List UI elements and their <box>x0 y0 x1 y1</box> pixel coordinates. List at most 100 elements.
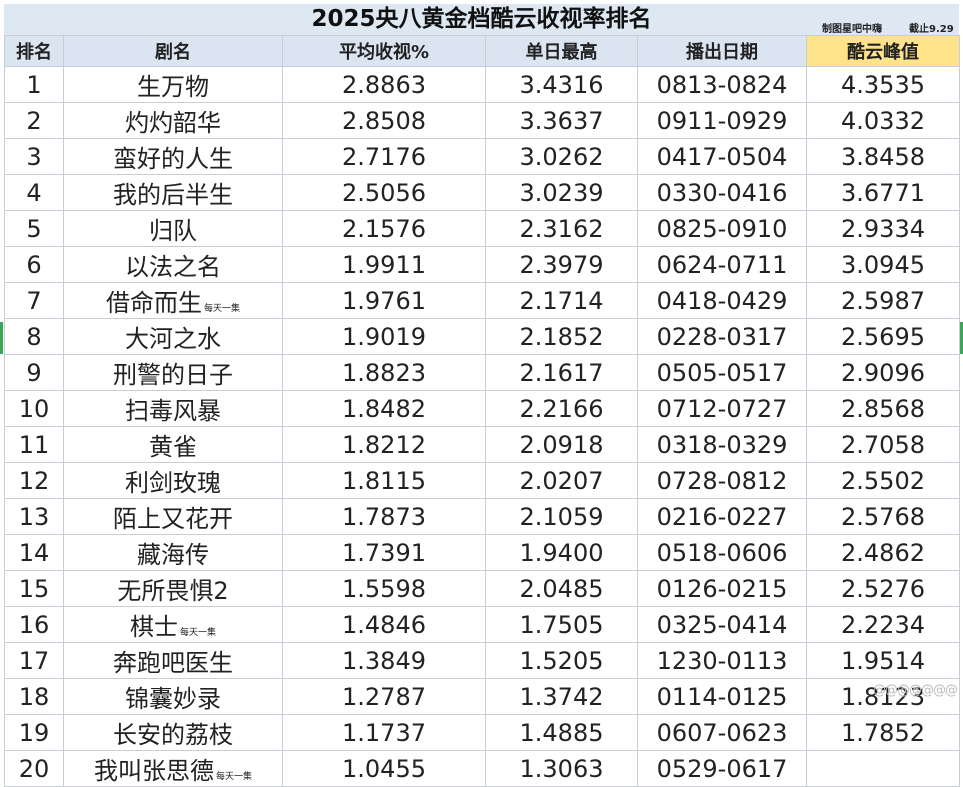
average-cell[interactable]: 1.8212 <box>282 426 486 463</box>
daily-high-cell[interactable]: 2.3979 <box>485 246 638 283</box>
daily-high-cell[interactable]: 2.1714 <box>485 282 638 319</box>
air-date-cell[interactable]: 0728-0812 <box>637 462 807 499</box>
rank-cell[interactable]: 15 <box>4 570 64 607</box>
peak-cell[interactable]: 4.3535 <box>806 66 960 103</box>
name-cell[interactable]: 无所畏惧2 <box>63 570 283 607</box>
peak-cell[interactable]: 2.7058 <box>806 426 960 463</box>
peak-cell[interactable]: 3.8458 <box>806 138 960 175</box>
air-date-cell[interactable]: 0228-0317 <box>637 318 807 355</box>
rank-cell[interactable]: 14 <box>4 534 64 571</box>
name-cell[interactable]: 以法之名 <box>63 246 283 283</box>
air-date-cell[interactable]: 0418-0429 <box>637 282 807 319</box>
air-date-cell[interactable]: 0813-0824 <box>637 66 807 103</box>
daily-high-cell[interactable]: 1.3063 <box>485 750 638 787</box>
name-cell[interactable]: 借命而生 每天一集 <box>63 282 283 319</box>
name-cell[interactable]: 大河之水 <box>63 318 283 355</box>
rank-cell[interactable]: 12 <box>4 462 64 499</box>
average-cell[interactable]: 2.1576 <box>282 210 486 247</box>
average-cell[interactable]: 1.0455 <box>282 750 486 787</box>
rank-cell[interactable]: 8 <box>4 318 64 355</box>
peak-cell[interactable]: 2.5768 <box>806 498 960 535</box>
rank-cell[interactable]: 6 <box>4 246 64 283</box>
air-date-cell[interactable]: 0505-0517 <box>637 354 807 391</box>
peak-cell[interactable]: 1.8123 <box>806 678 960 715</box>
name-cell[interactable]: 奔跑吧医生 <box>63 642 283 679</box>
name-cell[interactable]: 藏海传 <box>63 534 283 571</box>
average-cell[interactable]: 1.8823 <box>282 354 486 391</box>
peak-cell[interactable]: 2.5276 <box>806 570 960 607</box>
daily-high-cell[interactable]: 1.3742 <box>485 678 638 715</box>
peak-cell[interactable] <box>806 750 960 787</box>
daily-high-cell[interactable]: 3.0262 <box>485 138 638 175</box>
average-cell[interactable]: 1.4846 <box>282 606 486 643</box>
rank-cell[interactable]: 3 <box>4 138 64 175</box>
peak-cell[interactable]: 3.0945 <box>806 246 960 283</box>
peak-cell[interactable]: 2.2234 <box>806 606 960 643</box>
daily-high-cell[interactable]: 1.7505 <box>485 606 638 643</box>
rank-cell[interactable]: 4 <box>4 174 64 211</box>
average-cell[interactable]: 1.3849 <box>282 642 486 679</box>
name-cell[interactable]: 刑警的日子 <box>63 354 283 391</box>
name-cell[interactable]: 锦囊妙录 <box>63 678 283 715</box>
average-cell[interactable]: 1.7873 <box>282 498 486 535</box>
average-cell[interactable]: 1.9911 <box>282 246 486 283</box>
rank-cell[interactable]: 17 <box>4 642 64 679</box>
peak-cell[interactable]: 2.9096 <box>806 354 960 391</box>
peak-cell[interactable]: 2.5695 <box>806 318 960 355</box>
rank-cell[interactable]: 18 <box>4 678 64 715</box>
air-date-cell[interactable]: 0126-0215 <box>637 570 807 607</box>
name-cell[interactable]: 归队 <box>63 210 283 247</box>
daily-high-cell[interactable]: 2.1852 <box>485 318 638 355</box>
rank-cell[interactable]: 13 <box>4 498 64 535</box>
peak-cell[interactable]: 2.5987 <box>806 282 960 319</box>
air-date-cell[interactable]: 0911-0929 <box>637 102 807 139</box>
name-cell[interactable]: 长安的荔枝 <box>63 714 283 751</box>
air-date-cell[interactable]: 0624-0711 <box>637 246 807 283</box>
peak-cell[interactable]: 4.0332 <box>806 102 960 139</box>
name-cell[interactable]: 利剑玫瑰 <box>63 462 283 499</box>
name-cell[interactable]: 生万物 <box>63 66 283 103</box>
average-cell[interactable]: 2.7176 <box>282 138 486 175</box>
peak-cell[interactable]: 2.8568 <box>806 390 960 427</box>
daily-high-cell[interactable]: 2.2166 <box>485 390 638 427</box>
air-date-cell[interactable]: 0417-0504 <box>637 138 807 175</box>
air-date-cell[interactable]: 0318-0329 <box>637 426 807 463</box>
name-cell[interactable]: 扫毒风暴 <box>63 390 283 427</box>
average-cell[interactable]: 1.1737 <box>282 714 486 751</box>
daily-high-cell[interactable]: 1.5205 <box>485 642 638 679</box>
peak-cell[interactable]: 1.9514 <box>806 642 960 679</box>
rank-cell[interactable]: 1 <box>4 66 64 103</box>
daily-high-cell[interactable]: 1.4885 <box>485 714 638 751</box>
air-date-cell[interactable]: 0114-0125 <box>637 678 807 715</box>
air-date-cell[interactable]: 0216-0227 <box>637 498 807 535</box>
daily-high-cell[interactable]: 2.1059 <box>485 498 638 535</box>
peak-cell[interactable]: 2.4862 <box>806 534 960 571</box>
daily-high-cell[interactable]: 2.0207 <box>485 462 638 499</box>
average-cell[interactable]: 1.8115 <box>282 462 486 499</box>
header-name[interactable]: 剧名 <box>63 35 283 67</box>
air-date-cell[interactable]: 0529-0617 <box>637 750 807 787</box>
peak-cell[interactable]: 1.7852 <box>806 714 960 751</box>
daily-high-cell[interactable]: 3.3637 <box>485 102 638 139</box>
air-date-cell[interactable]: 0825-0910 <box>637 210 807 247</box>
daily-high-cell[interactable]: 2.0485 <box>485 570 638 607</box>
name-cell[interactable]: 陌上又花开 <box>63 498 283 535</box>
peak-cell[interactable]: 2.5502 <box>806 462 960 499</box>
daily-high-cell[interactable]: 2.0918 <box>485 426 638 463</box>
name-cell[interactable]: 灼灼韶华 <box>63 102 283 139</box>
rank-cell[interactable]: 2 <box>4 102 64 139</box>
air-date-cell[interactable]: 0330-0416 <box>637 174 807 211</box>
daily-high-cell[interactable]: 2.1617 <box>485 354 638 391</box>
header-rank[interactable]: 排名 <box>4 35 64 67</box>
daily-high-cell[interactable]: 2.3162 <box>485 210 638 247</box>
rank-cell[interactable]: 19 <box>4 714 64 751</box>
name-cell[interactable]: 我的后半生 <box>63 174 283 211</box>
header-daily-high[interactable]: 单日最高 <box>485 35 638 67</box>
daily-high-cell[interactable]: 3.0239 <box>485 174 638 211</box>
rank-cell[interactable]: 20 <box>4 750 64 787</box>
header-average[interactable]: 平均收视% <box>282 35 486 67</box>
average-cell[interactable]: 1.9761 <box>282 282 486 319</box>
air-date-cell[interactable]: 0518-0606 <box>637 534 807 571</box>
name-cell[interactable]: 我叫张思德 每天一集 <box>63 750 283 787</box>
rank-cell[interactable]: 11 <box>4 426 64 463</box>
